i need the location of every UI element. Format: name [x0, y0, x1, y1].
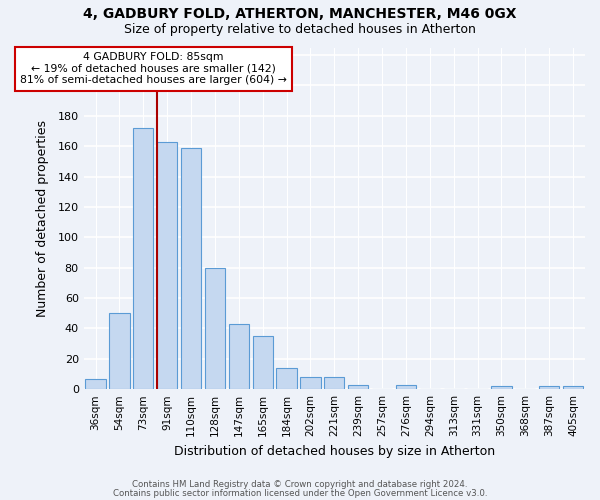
Bar	[253, 336, 273, 389]
Bar	[301, 377, 320, 389]
Bar	[229, 324, 249, 389]
Bar	[205, 268, 225, 389]
Text: Contains public sector information licensed under the Open Government Licence v3: Contains public sector information licen…	[113, 488, 487, 498]
X-axis label: Distribution of detached houses by size in Atherton: Distribution of detached houses by size …	[174, 444, 495, 458]
Bar	[491, 386, 512, 389]
Text: 4, GADBURY FOLD, ATHERTON, MANCHESTER, M46 0GX: 4, GADBURY FOLD, ATHERTON, MANCHESTER, M…	[83, 8, 517, 22]
Bar	[85, 378, 106, 389]
Y-axis label: Number of detached properties: Number of detached properties	[36, 120, 49, 317]
Text: Size of property relative to detached houses in Atherton: Size of property relative to detached ho…	[124, 22, 476, 36]
Bar	[277, 368, 297, 389]
Text: Contains HM Land Registry data © Crown copyright and database right 2024.: Contains HM Land Registry data © Crown c…	[132, 480, 468, 489]
Bar	[348, 384, 368, 389]
Bar	[396, 384, 416, 389]
Text: 4 GADBURY FOLD: 85sqm
← 19% of detached houses are smaller (142)
81% of semi-det: 4 GADBURY FOLD: 85sqm ← 19% of detached …	[20, 52, 287, 86]
Bar	[539, 386, 559, 389]
Bar	[181, 148, 201, 389]
Bar	[109, 314, 130, 389]
Bar	[563, 386, 583, 389]
Bar	[157, 142, 178, 389]
Bar	[133, 128, 154, 389]
Bar	[324, 377, 344, 389]
